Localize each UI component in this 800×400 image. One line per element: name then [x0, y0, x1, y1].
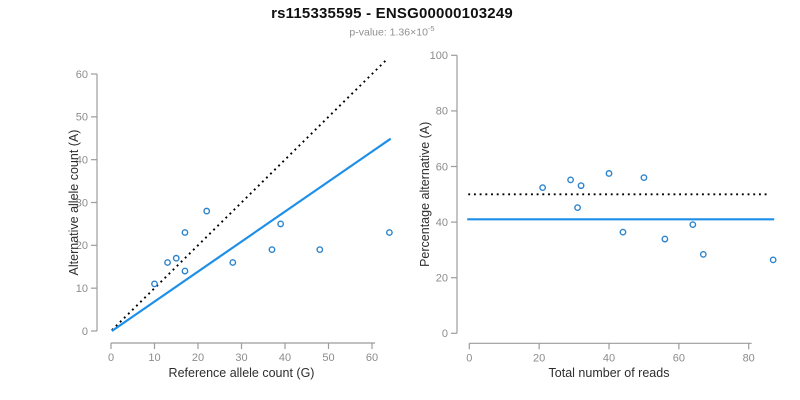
data-point [640, 174, 648, 182]
data-point [699, 250, 707, 258]
plot-title: rs115335595 - ENSG00000103249 [271, 5, 513, 22]
data-point [181, 229, 189, 236]
data-point [316, 246, 324, 254]
data-point [164, 259, 171, 266]
data-point [277, 220, 285, 228]
y-tick-label: 60 [436, 161, 448, 173]
data-point [769, 256, 777, 264]
x-tick-label: 80 [743, 352, 755, 364]
x-tick-label: 60 [366, 352, 378, 364]
y-tick-label: 60 [76, 69, 88, 81]
x-tick-label: 30 [235, 352, 247, 364]
y-tick-label: 50 [76, 112, 88, 124]
data-point [181, 267, 189, 275]
y-tick-label: 0 [442, 328, 448, 340]
plot-subtitle: p-value: 1.36×10-5 [0, 24, 784, 39]
data-point [385, 229, 393, 236]
y-tick-label: 40 [76, 154, 88, 166]
x-tick-label: 60 [673, 352, 685, 364]
data-point [661, 235, 669, 243]
data-point [567, 176, 574, 184]
x-tick-label: 0 [466, 352, 472, 364]
identity-line [111, 58, 388, 331]
x-tick-label: 40 [279, 352, 291, 364]
regression-line [111, 137, 392, 332]
x-axis-title: Reference allele count (G) [169, 366, 315, 380]
data-point [203, 207, 211, 215]
y-tick-label: 20 [76, 240, 88, 252]
y-tick-label: 30 [76, 197, 88, 209]
data-point [574, 204, 581, 212]
allele-counts-panel: 0 10 20 30 40 50 60 0 10 20 30 40 50 60 Reference alle… [67, 58, 393, 380]
data-point [577, 182, 585, 190]
y-tick-label: 100 [430, 50, 448, 62]
x-tick-label: 10 [148, 352, 160, 364]
y-tick-label: 40 [436, 217, 448, 229]
x-tick-label: 0 [108, 352, 114, 364]
data-point [151, 280, 158, 288]
data-point [539, 184, 547, 192]
y-axis-title: Percentage alternative (A) [418, 122, 432, 267]
data-point [689, 221, 697, 229]
y-tick-label: 20 [436, 273, 448, 285]
y-axis-title: Alternative allele count (A) [67, 130, 81, 276]
p-value-exponent: -5 [427, 24, 435, 33]
data-point [229, 259, 237, 266]
x-tick-label: 20 [533, 352, 545, 364]
x-tick-label: 20 [192, 352, 204, 364]
p-value-label: p-value: 1.36×10 [349, 26, 428, 39]
percentage-alternative-panel: 0 20 40 60 80 100 0 20 40 60 80 Total number of rea… [418, 50, 777, 380]
x-tick-label: 50 [322, 352, 334, 364]
y-tick-label: 0 [82, 326, 88, 338]
data-point [268, 246, 276, 254]
data-point [172, 254, 180, 262]
data-point [605, 170, 613, 177]
y-tick-label: 80 [436, 106, 448, 118]
data-point [619, 228, 627, 236]
y-tick-label: 10 [76, 283, 88, 295]
x-tick-label: 40 [603, 352, 615, 364]
x-axis-title: Total number of reads [549, 366, 670, 380]
